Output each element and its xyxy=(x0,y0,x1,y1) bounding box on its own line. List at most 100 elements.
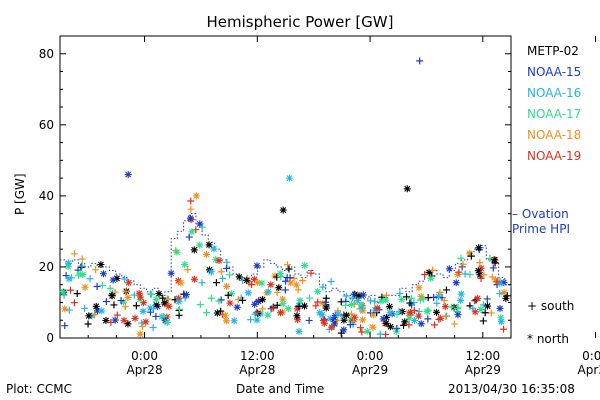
data-point xyxy=(386,309,394,317)
data-point xyxy=(357,324,365,332)
data-point xyxy=(258,305,266,313)
data-point xyxy=(403,293,411,301)
data-point xyxy=(188,228,196,236)
north-symbol-label: * north xyxy=(527,332,570,346)
data-point xyxy=(396,290,404,298)
data-point xyxy=(488,273,496,281)
data-point xyxy=(185,233,193,241)
data-point xyxy=(251,310,259,318)
data-point xyxy=(477,306,485,314)
x-tick-time: 0:00 xyxy=(131,349,158,363)
data-point xyxy=(466,249,474,257)
data-point xyxy=(423,307,431,315)
data-point xyxy=(331,312,339,320)
data-point xyxy=(251,300,259,308)
data-point xyxy=(253,262,261,270)
data-point xyxy=(61,322,69,330)
data-point xyxy=(165,302,173,310)
data-point xyxy=(480,271,488,279)
data-point xyxy=(293,305,301,313)
data-point xyxy=(132,302,140,310)
data-point xyxy=(474,294,482,302)
data-point-notable xyxy=(124,171,132,179)
data-point xyxy=(264,311,272,319)
data-point xyxy=(340,316,348,324)
data-point xyxy=(224,291,232,299)
data-point xyxy=(286,274,294,282)
data-point xyxy=(429,266,437,274)
data-point xyxy=(234,295,242,303)
y-tick-label: 20 xyxy=(39,260,54,274)
data-point xyxy=(146,308,154,316)
data-point xyxy=(290,274,298,282)
data-point xyxy=(196,241,204,249)
data-point xyxy=(500,288,508,296)
data-point xyxy=(328,323,336,331)
data-point xyxy=(500,278,508,286)
data-point xyxy=(139,307,147,315)
data-point xyxy=(349,317,357,325)
data-point xyxy=(106,284,114,292)
data-point xyxy=(136,330,144,338)
legend-entry: NOAA-17 xyxy=(527,107,582,121)
data-point xyxy=(502,294,510,302)
data-point xyxy=(407,294,415,302)
data-point xyxy=(190,246,198,254)
data-point xyxy=(431,321,439,329)
data-point xyxy=(71,250,79,258)
data-point xyxy=(259,296,267,304)
data-point xyxy=(184,266,192,274)
data-point xyxy=(491,259,499,267)
data-point xyxy=(264,288,272,296)
legend-entry: NOAA-18 xyxy=(527,128,582,142)
data-point xyxy=(273,288,281,296)
data-point xyxy=(110,301,118,309)
data-point xyxy=(357,301,365,309)
data-point xyxy=(120,298,128,306)
data-point xyxy=(65,275,73,283)
data-point xyxy=(279,295,287,303)
data-point xyxy=(275,284,283,292)
data-point xyxy=(230,317,238,325)
data-point xyxy=(334,316,342,324)
data-point xyxy=(369,311,377,319)
legend-entry: NOAA-19 xyxy=(527,149,582,163)
data-point-notable xyxy=(416,57,424,65)
data-point xyxy=(284,261,292,269)
data-point xyxy=(228,290,236,298)
data-point xyxy=(94,307,102,315)
data-point xyxy=(320,319,328,327)
data-point xyxy=(175,298,183,306)
data-point xyxy=(253,316,261,324)
data-point xyxy=(244,289,252,297)
data-point xyxy=(226,299,234,307)
data-point xyxy=(292,281,300,289)
data-point xyxy=(355,292,363,300)
data-point xyxy=(493,278,501,286)
data-point xyxy=(314,288,322,296)
data-point xyxy=(314,298,322,306)
data-point xyxy=(181,260,189,268)
data-point xyxy=(379,315,387,323)
data-point xyxy=(484,302,492,310)
data-point xyxy=(387,323,395,331)
data-point xyxy=(187,205,195,213)
data-point xyxy=(254,309,262,317)
data-point xyxy=(86,275,94,283)
data-point xyxy=(322,304,330,312)
data-point xyxy=(121,275,129,283)
data-point xyxy=(163,319,171,327)
data-point xyxy=(285,265,293,273)
data-point xyxy=(254,279,262,287)
legend-entry: METP-02 xyxy=(527,44,579,58)
data-point xyxy=(254,297,262,305)
data-point xyxy=(382,319,390,327)
data-point xyxy=(427,274,435,282)
data-point xyxy=(61,305,69,313)
data-point xyxy=(239,296,247,304)
data-point xyxy=(348,300,356,308)
data-point xyxy=(187,197,195,205)
data-point xyxy=(253,308,261,316)
data-point xyxy=(433,299,441,307)
